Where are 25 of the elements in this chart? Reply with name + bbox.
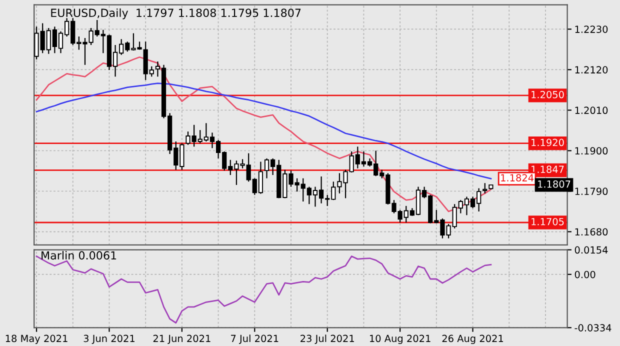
ref-line-label: 1.2050 — [532, 90, 564, 98]
y-tick-label: 1.1900 — [575, 147, 608, 155]
y-tick-label: 1.1680 — [575, 228, 608, 236]
y-tick-label: 0.0154 — [574, 246, 608, 254]
candlestick — [482, 182, 488, 194]
y-tick-label: 1.1790 — [575, 188, 608, 196]
text: 1.1807 — [538, 180, 570, 188]
y-tick-label: -0.0334 — [574, 324, 612, 332]
ref-line-label: 1.1920 — [532, 138, 564, 146]
text: 1.1824 — [501, 174, 534, 182]
x-tick-label: 26 Aug 2021 — [442, 334, 504, 344]
y-tick-label: 1.2230 — [575, 26, 608, 33]
x-tick-label: 7 Jul 2021 — [231, 334, 278, 344]
chart-title: Marlin 0.0061 — [42, 250, 116, 260]
x-tick-label: 3 Jun 2021 — [84, 334, 134, 344]
ref-line-label: 1.1705 — [532, 218, 564, 226]
y-tick-label: 1.2120 — [575, 66, 608, 74]
line-series — [36, 82, 492, 180]
x-tick-label: 18 May 2021 — [6, 334, 68, 344]
x-tick-label: 10 Aug 2021 — [370, 334, 430, 344]
x-tick-label: 23 Jul 2021 — [300, 334, 354, 344]
y-tick-label: 1.2010 — [575, 106, 608, 114]
x-tick-label: 21 Jun 2021 — [153, 334, 210, 344]
y-tick-label: 0.00 — [574, 270, 596, 278]
chart-title: EURUSD,Daily 1.1797 1.1808 1.1795 1.1807 — [51, 8, 301, 20]
